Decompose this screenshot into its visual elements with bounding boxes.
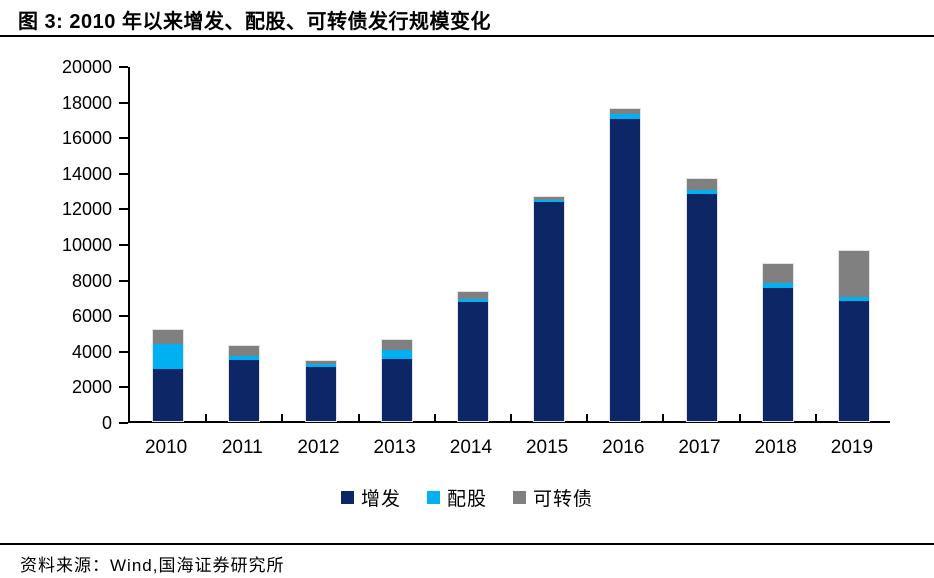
legend-item: 配股 [426,484,487,511]
bar-segment [610,119,641,421]
stacked-bar [838,251,869,421]
title-divider [0,35,934,37]
legend-label: 可转债 [533,489,594,510]
bar-segment [457,301,488,421]
bar-segment [153,329,184,344]
stacked-bar [305,360,336,421]
bar-segment [838,297,869,301]
y-axis-tick-label: 16000 [61,128,112,149]
y-axis-tick-mark [119,137,128,140]
stacked-bar [610,109,641,421]
legend-swatch [426,491,440,504]
bar-segment [457,292,488,299]
y-axis-tick-mark [119,315,128,318]
x-axis-tick-label: 2012 [297,437,340,458]
y-axis-tick-label: 0 [101,413,112,433]
x-axis-tick-mark [814,414,817,421]
bar-segment [534,202,565,421]
y-axis-tick-label: 6000 [71,306,112,327]
y-axis-tick-mark [119,244,128,246]
y-axis-tick-mark [119,350,128,353]
legend-label: 配股 [446,489,487,510]
x-axis-tick-label: 2017 [678,437,721,458]
y-axis-tick-mark [119,66,128,68]
x-axis-tick-label: 2010 [144,437,188,458]
y-axis-tick-label: 2000 [71,377,112,398]
y-axis-tick-label: 20000 [61,57,112,77]
stacked-bar [381,340,412,421]
bar-segment [229,355,260,361]
y-axis-tick-label: 10000 [61,235,112,255]
bar-segment [838,300,869,421]
y-axis-tick-mark [119,386,128,389]
bar-segment [610,113,641,120]
x-axis-tick-label: 2014 [449,437,493,458]
bar-segment [534,197,565,201]
bar-segment [153,368,184,421]
bar-segment [381,349,412,359]
bar-segment [381,340,412,350]
x-axis-tick-mark [433,414,436,421]
plot-area [128,67,890,423]
y-axis-tick-label: 18000 [61,92,112,113]
y-axis-tick-label: 12000 [61,199,112,220]
bar-segment [686,178,717,191]
chart-legend: 增发 配股 可转债 [0,484,934,511]
legend-label: 增发 [360,489,401,510]
bar-segment [686,194,717,421]
x-axis-tick-mark [662,414,665,421]
bar-segment [534,200,565,203]
legend-swatch [513,491,526,504]
source-note: 资料来源：Wind,国海证券研究所 [20,556,285,575]
y-axis-tick-mark [119,101,128,104]
x-axis-tick-label: 2016 [602,437,645,458]
stacked-bar [686,178,717,421]
bar-segment [838,251,869,298]
stacked-bar [457,292,488,421]
x-axis-tick-label: 2011 [221,437,263,458]
stacked-bar [534,197,565,421]
legend-swatch [340,491,354,504]
figure-title: 图 3: 2010 年以来增发、配股、可转债发行规模变化 [18,11,491,33]
bar-segment [229,360,260,421]
y-axis-tick-label: 8000 [71,270,112,291]
x-axis-tick-label: 2019 [830,437,874,458]
x-axis-tick-label: 2013 [373,437,416,458]
x-axis-tick-label: 2018 [754,437,797,458]
y-axis-tick-mark [119,208,128,211]
bar-segment [153,343,184,369]
bar-segment [762,287,793,421]
x-axis-tick-mark [205,414,208,421]
bar-segment [305,366,336,421]
y-axis-tick-mark [119,279,128,282]
footer-divider [0,543,934,545]
bar-segment [610,109,641,114]
bar-segment [762,282,793,288]
y-axis-tick-label: 4000 [71,341,112,362]
bar-segment [457,298,488,302]
y-axis-tick-label: 14000 [61,163,112,184]
bar-segment [381,358,412,421]
x-axis-tick-mark [586,414,589,421]
y-axis-tick-mark [119,172,128,175]
bar-segment [762,263,793,283]
stacked-bar [762,263,793,421]
stacked-bar [229,345,260,421]
bar-segment [229,345,260,356]
legend-item: 增发 [340,484,401,511]
stacked-bar [153,329,184,421]
legend-item: 可转债 [513,484,593,511]
x-axis-tick-mark [510,414,512,421]
x-axis-tick-mark [357,414,360,421]
y-axis-tick-mark [119,422,128,424]
bar-segment [686,190,717,195]
x-axis-tick-mark [281,414,284,421]
x-axis-tick-label: 2015 [525,437,569,458]
x-axis-tick-mark [738,414,741,421]
bar-segment [305,360,336,365]
bar-segment [305,364,336,367]
